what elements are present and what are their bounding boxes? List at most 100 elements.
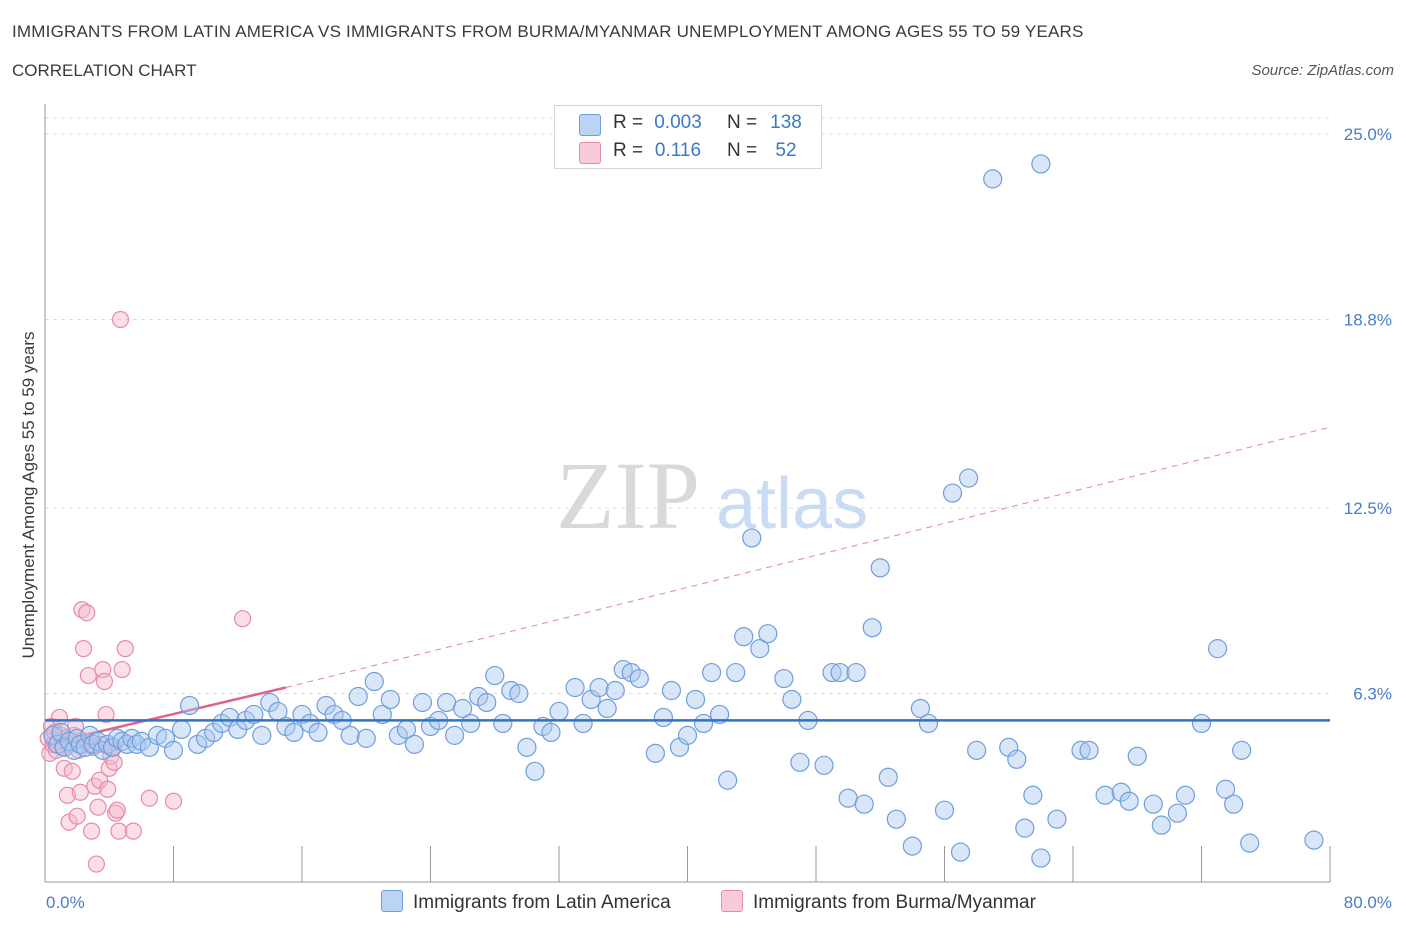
data-point [983, 169, 1003, 189]
data-point [1095, 785, 1115, 805]
data-point [89, 798, 107, 816]
data-point [97, 705, 115, 724]
data-point [886, 809, 906, 829]
data-point [284, 722, 304, 743]
data-point [1304, 830, 1324, 850]
y-tick-label: 6.3% [1353, 685, 1392, 704]
data-point [685, 689, 706, 710]
data-point [814, 755, 834, 775]
data-point [1079, 740, 1099, 760]
data-point [693, 713, 714, 734]
data-point [74, 640, 93, 658]
data-point [348, 686, 368, 707]
data-point [102, 737, 123, 757]
data-point [950, 842, 971, 862]
data-point [380, 689, 400, 710]
data-point [830, 662, 850, 683]
legend-r-value: 0.003 [654, 112, 702, 133]
data-point [790, 752, 810, 772]
data-point [878, 767, 898, 787]
data-point [364, 671, 384, 692]
data-point [549, 701, 569, 722]
data-point [95, 672, 114, 691]
data-point [340, 725, 360, 745]
data-point [124, 822, 142, 840]
bottom-legend-latin-america: Immigrants from Latin America [381, 890, 671, 914]
data-point [701, 662, 722, 683]
y-axis-label: Unemployment Among Ages 55 to 59 years [19, 332, 38, 659]
data-point [233, 610, 252, 628]
data-point [1031, 154, 1051, 174]
data-point [1119, 791, 1139, 811]
data-point [111, 310, 130, 329]
legend-n-label: N = [727, 140, 758, 161]
data-point [1071, 740, 1091, 760]
source-label: Source: ZipAtlas.com [1251, 62, 1394, 79]
data-point [116, 640, 134, 658]
legend-r-label: R = [613, 140, 644, 161]
data-point [782, 689, 802, 710]
axes [44, 104, 1331, 883]
y-tick-label: 25.0% [1344, 125, 1392, 144]
data-point [958, 468, 979, 488]
data-point [412, 692, 433, 713]
data-point [372, 704, 392, 725]
trend-line-dashed [285, 426, 1331, 689]
x-tick-label: 80.0% [1344, 893, 1392, 912]
data-point [444, 725, 465, 745]
data-point [404, 734, 425, 754]
data-point [171, 719, 192, 740]
data-point [453, 698, 473, 719]
data-point [87, 855, 106, 873]
data-point [517, 737, 537, 757]
data-point [1143, 794, 1163, 814]
data-point [58, 786, 77, 804]
data-point [477, 692, 497, 713]
data-point [108, 801, 126, 819]
data-point [1207, 639, 1228, 659]
data-point [1224, 794, 1244, 814]
legend-swatch-pink [721, 890, 743, 912]
data-point [78, 604, 96, 622]
data-point [862, 618, 882, 638]
data-point [493, 713, 513, 734]
data-point [758, 624, 778, 644]
data-point [629, 668, 649, 689]
y-tick-label: 12.5% [1344, 499, 1392, 518]
data-point [934, 800, 955, 820]
legend-r-value: 0.116 [654, 140, 702, 161]
data-point [179, 695, 200, 716]
data-point [750, 639, 770, 659]
data-point [509, 683, 529, 704]
data-point [1232, 740, 1252, 760]
y-tick-label: 18.8% [1344, 311, 1392, 330]
data-point [710, 704, 730, 725]
data-point [1047, 809, 1067, 829]
grid-lines [45, 117, 1330, 695]
data-point [1167, 803, 1188, 823]
points-latin-america [43, 154, 1324, 868]
data-point [140, 789, 159, 807]
data-point [902, 836, 922, 856]
data-point [252, 725, 272, 745]
data-point [436, 692, 457, 713]
data-point [73, 601, 91, 619]
data-point [99, 780, 117, 798]
data-point [846, 662, 866, 683]
data-point [68, 807, 86, 825]
data-point [1215, 779, 1236, 799]
data-point [308, 722, 328, 743]
data-point [1023, 785, 1043, 805]
data-point [854, 794, 874, 814]
data-point [63, 762, 81, 780]
data-point [742, 528, 762, 548]
data-point [838, 788, 858, 808]
data-point [1031, 848, 1051, 868]
chart-title: IMMIGRANTS FROM LATIN AMERICA VS IMMIGRA… [12, 22, 1084, 41]
data-point [597, 698, 617, 719]
data-point [726, 662, 746, 683]
data-point [734, 627, 754, 647]
legend-series-name: Immigrants from Burma/Myanmar [753, 892, 1036, 913]
data-point [164, 792, 183, 810]
data-point [105, 753, 123, 771]
